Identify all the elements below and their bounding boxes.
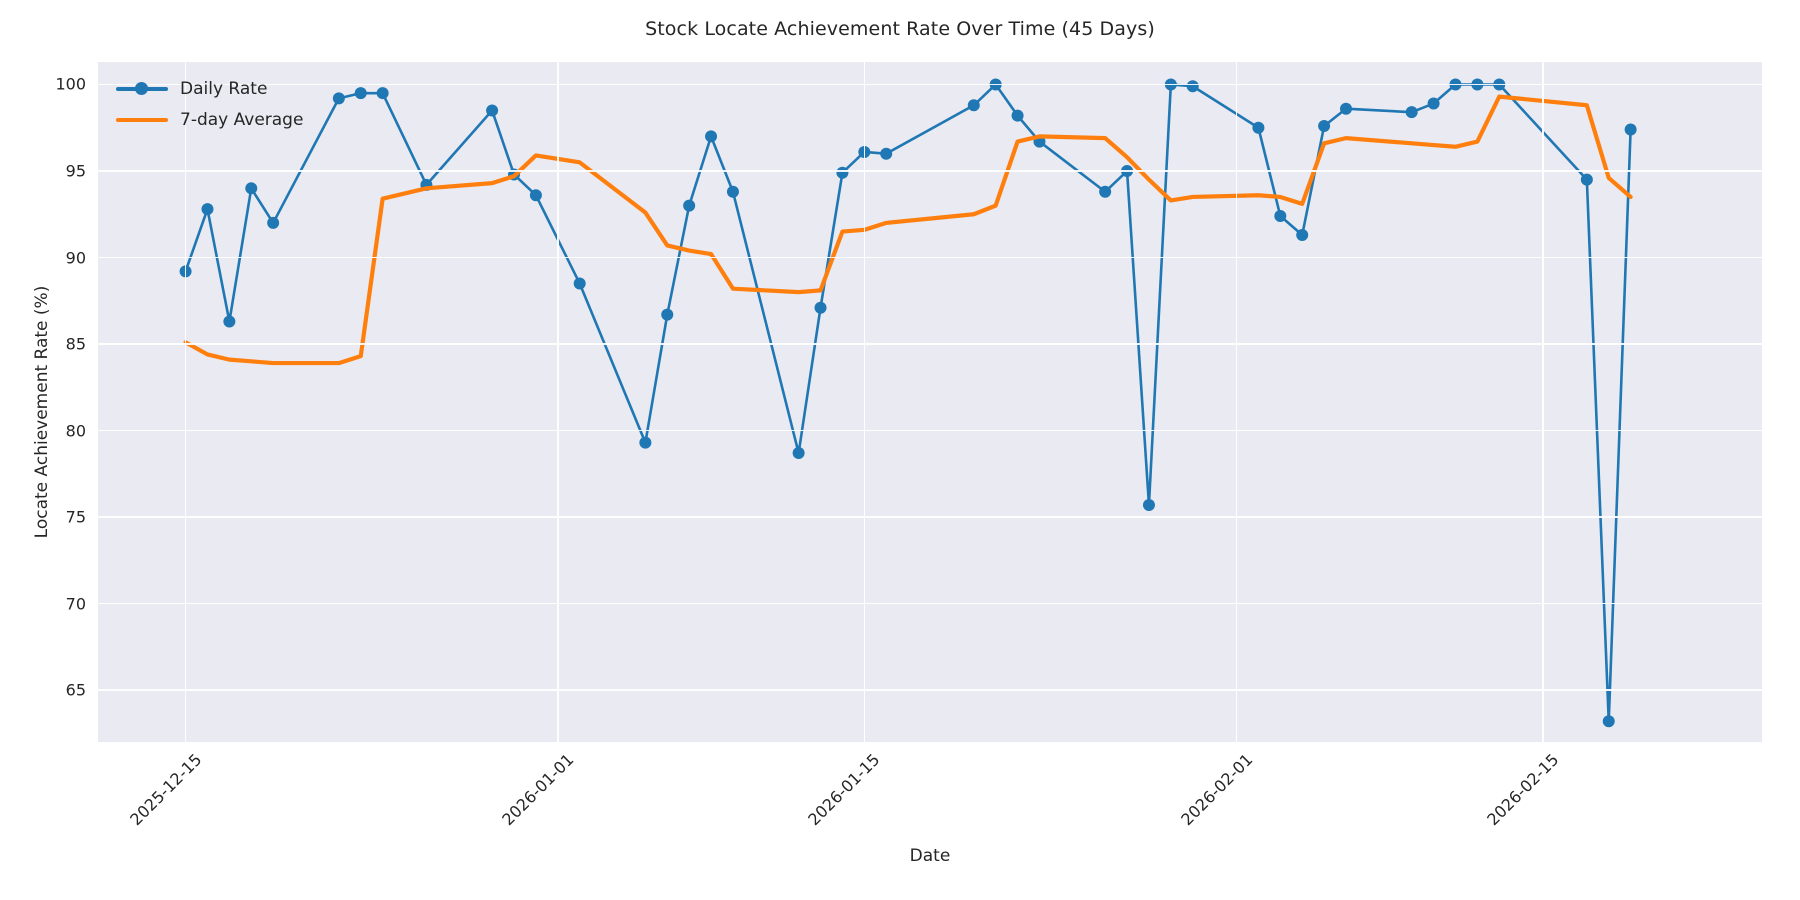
gridline-horizontal — [98, 516, 1762, 518]
y-axis-tick-label: 80 — [65, 421, 86, 441]
data-point — [1340, 102, 1352, 115]
data-point — [1011, 109, 1024, 122]
data-point — [836, 166, 849, 179]
data-point — [354, 87, 367, 100]
y-axis-tick-label: 75 — [65, 507, 86, 527]
data-point — [1602, 715, 1615, 728]
legend-swatch-daily-rate — [116, 78, 168, 100]
y-axis-tick-label: 85 — [65, 334, 86, 354]
y-axis-tick-label: 70 — [65, 594, 86, 614]
data-point — [573, 277, 586, 290]
legend-swatch-seven-day-average — [116, 109, 168, 131]
data-point — [1296, 229, 1309, 242]
x-axis-label: Date — [909, 846, 951, 866]
data-lines — [179, 78, 1637, 728]
x-axis-tick-label: 2025-12-15 — [125, 750, 206, 830]
data-point — [267, 216, 280, 229]
x-axis-tick-label: 2026-02-15 — [1483, 750, 1563, 830]
data-point — [529, 189, 542, 202]
data-point — [683, 199, 696, 212]
gridline-vertical — [184, 62, 187, 742]
x-axis-tick-label: 2026-01-01 — [498, 750, 578, 830]
y-axis-tick-label: 90 — [65, 248, 86, 268]
data-point — [332, 92, 345, 105]
chart-legend: Daily Rate 7-day Average — [110, 72, 313, 137]
data-point — [1405, 106, 1418, 119]
data-point — [1142, 498, 1155, 511]
gridline-vertical — [1235, 62, 1238, 742]
data-point — [1427, 97, 1440, 110]
y-axis-tick-label: 95 — [65, 161, 86, 181]
data-point — [726, 185, 739, 198]
data-point — [639, 436, 652, 449]
gridline-horizontal — [98, 83, 1762, 86]
y-axis-tick-label: 65 — [65, 680, 86, 700]
gridline-vertical — [863, 62, 866, 742]
gridline-horizontal — [98, 602, 1762, 605]
data-point — [1318, 120, 1331, 133]
data-point — [1580, 173, 1593, 186]
data-point — [1274, 209, 1287, 222]
series-line-daily-rate — [184, 83, 1632, 723]
legend-item-seven-day-average[interactable]: 7-day Average — [116, 109, 303, 131]
gridline-horizontal — [98, 429, 1762, 432]
data-point — [1252, 121, 1265, 134]
legend-line-icon — [116, 117, 168, 123]
data-point — [814, 301, 827, 314]
gridline-horizontal — [98, 170, 1762, 172]
x-axis-tick-label: 2026-01-15 — [804, 750, 884, 830]
legend-marker-icon — [135, 82, 148, 96]
data-point — [245, 182, 258, 195]
data-point — [967, 99, 980, 112]
gridline-vertical — [556, 62, 559, 742]
data-point — [1186, 80, 1199, 93]
y-axis-label: Locate Achievement Rate (%) — [32, 285, 52, 539]
plot-area — [98, 62, 1762, 742]
data-point — [705, 130, 718, 143]
data-point — [1099, 185, 1112, 198]
data-point — [376, 87, 389, 100]
y-axis-tick-label: 100 — [55, 74, 86, 94]
gridline-vertical — [1542, 62, 1544, 742]
data-point — [1624, 123, 1637, 136]
data-point — [792, 447, 805, 460]
legend-label-daily-rate: Daily Rate — [180, 79, 268, 99]
legend-item-daily-rate[interactable]: Daily Rate — [116, 78, 303, 100]
data-point — [486, 104, 499, 117]
legend-label-seven-day-average: 7-day Average — [180, 110, 304, 130]
chart-title: Stock Locate Achievement Rate Over Time … — [645, 18, 1155, 40]
gridline-horizontal — [98, 343, 1762, 345]
x-axis-tick-label: 2026-02-01 — [1176, 750, 1256, 830]
data-point — [661, 308, 674, 321]
series-line-7-day-average — [183, 94, 1633, 366]
data-point — [223, 315, 236, 328]
data-point — [880, 147, 893, 160]
gridline-horizontal — [98, 256, 1762, 259]
data-point — [201, 203, 214, 216]
gridline-horizontal — [98, 689, 1762, 691]
